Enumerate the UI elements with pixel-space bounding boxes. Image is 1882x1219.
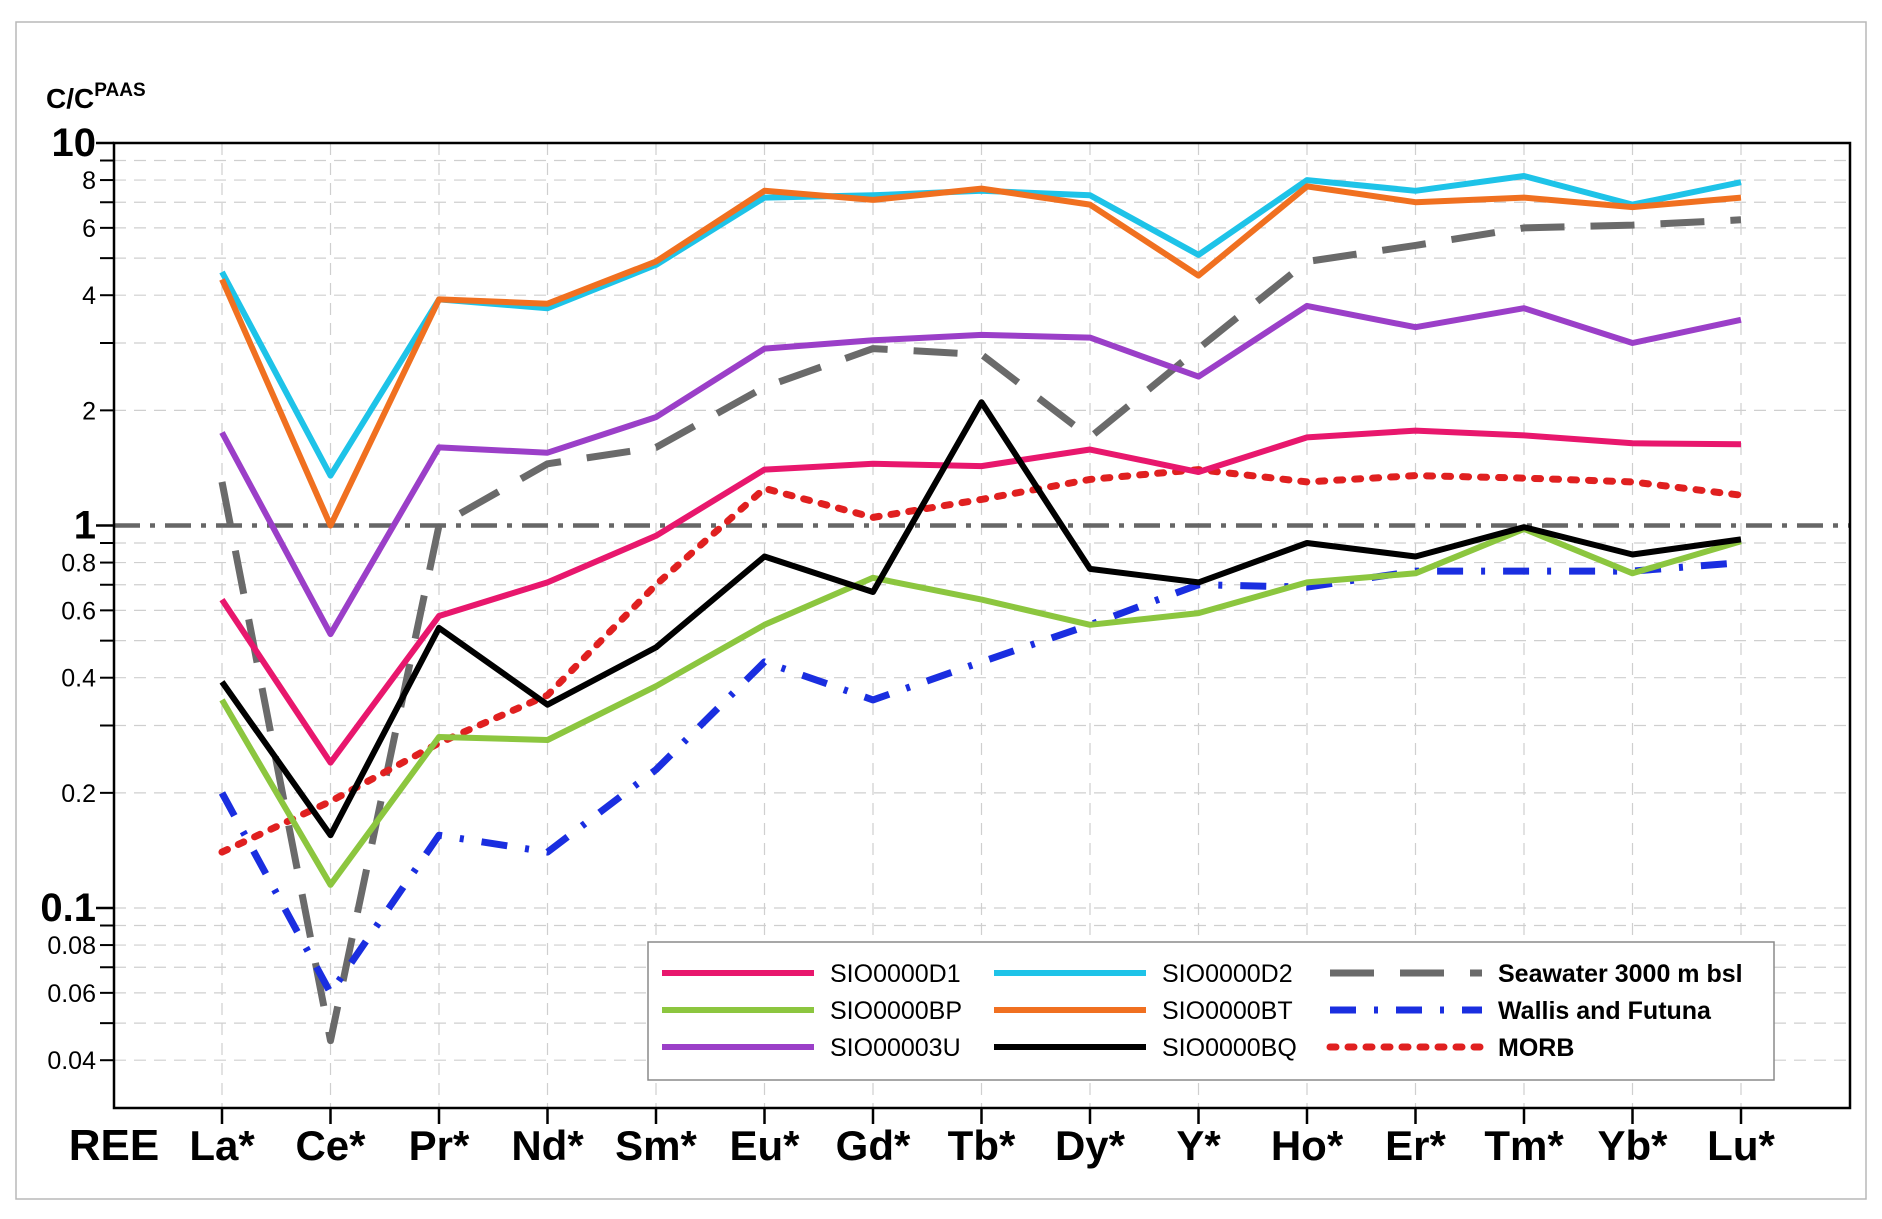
legend-label: Wallis and Futuna <box>1498 997 1712 1025</box>
legend: SIO0000D1 SIO0000D2 Seawater 3000 m bsl SIO… <box>648 942 1774 1080</box>
x-tick-label: Tm* <box>1484 1122 1564 1169</box>
legend-label: Seawater 3000 m bsl <box>1498 960 1743 988</box>
legend-label: SIO0000BT <box>1162 997 1293 1025</box>
y-tick-label: 4 <box>82 282 96 310</box>
y-tick-label: 0.04 <box>47 1047 96 1075</box>
x-axis-header-label: REE <box>69 1121 159 1170</box>
x-tick-label: Yb* <box>1597 1122 1668 1169</box>
y-tick-label: 6 <box>82 215 96 243</box>
x-tick-label: Sm* <box>615 1122 697 1169</box>
x-tick-label: Pr* <box>409 1122 470 1169</box>
legend-label: SIO0000D2 <box>1162 960 1293 988</box>
y-tick-label: 8 <box>82 167 96 195</box>
legend-label: SIO0000BQ <box>1162 1034 1297 1062</box>
x-tick-label: Eu* <box>729 1122 800 1169</box>
x-tick-label: La* <box>189 1122 255 1169</box>
x-tick-label: Tb* <box>948 1122 1016 1169</box>
y-tick-label: 2 <box>82 397 96 425</box>
y-tick-label: 0.6 <box>61 597 96 625</box>
y-tick-label: 0.4 <box>61 665 96 693</box>
y-tick-label: 0.2 <box>61 780 96 808</box>
x-tick-label: Y* <box>1176 1122 1221 1169</box>
x-tick-label: Ho* <box>1271 1122 1344 1169</box>
x-tick-label: Lu* <box>1707 1122 1775 1169</box>
x-tick-label: Gd* <box>836 1122 911 1169</box>
y-tick-label: 0.08 <box>47 932 96 960</box>
x-tick-label: Ce* <box>295 1122 366 1169</box>
x-tick-label: Er* <box>1385 1122 1446 1169</box>
y-axis-label-main: C/C <box>46 83 94 114</box>
x-tick-label: Dy* <box>1055 1122 1126 1169</box>
y-axis-label-superscript: PAAS <box>94 80 145 101</box>
x-tick-label: Nd* <box>511 1122 584 1169</box>
y-tick-label: 10 <box>52 121 97 165</box>
y-tick-label: 1 <box>74 503 96 547</box>
y-tick-label: 0.8 <box>61 550 96 578</box>
legend-label: SIO00003U <box>830 1034 961 1062</box>
legend-label: SIO0000D1 <box>830 960 961 988</box>
y-tick-label: 0.06 <box>47 980 96 1008</box>
legend-label: SIO0000BP <box>830 997 962 1025</box>
y-tick-label: 0.1 <box>40 886 96 930</box>
legend-label: MORB <box>1498 1034 1574 1062</box>
